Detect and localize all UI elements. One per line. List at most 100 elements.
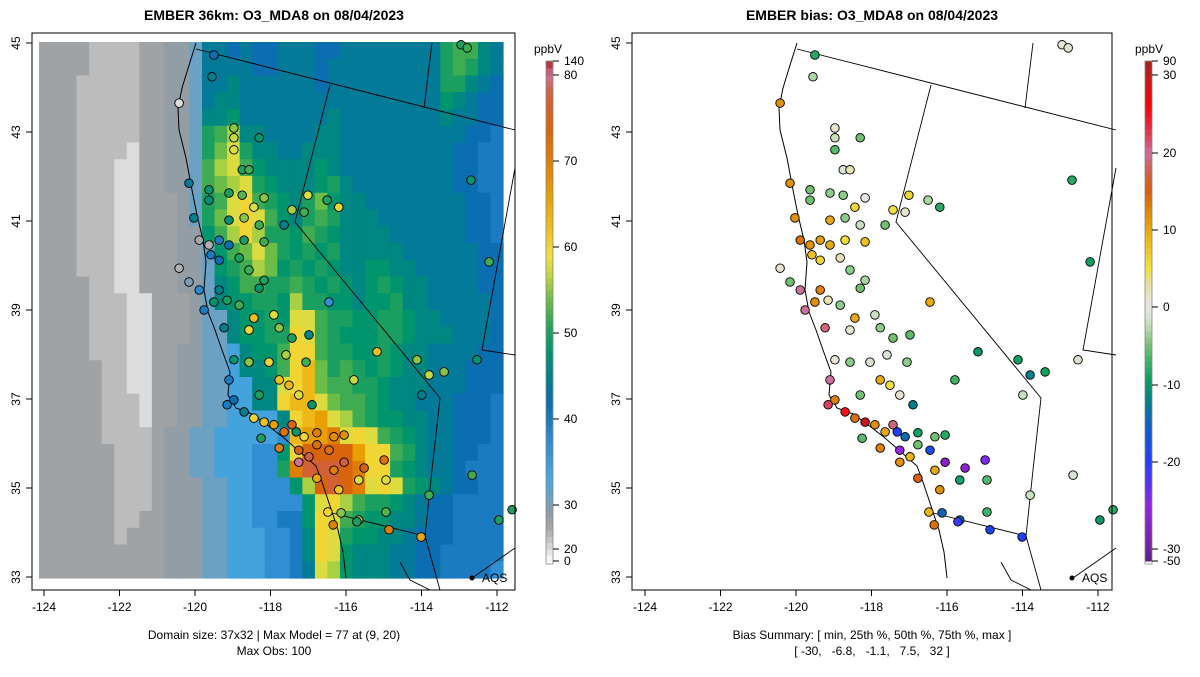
grid-cell bbox=[176, 142, 191, 160]
grid-cell bbox=[264, 176, 278, 194]
grid-cell bbox=[89, 109, 103, 127]
grid-cell bbox=[465, 125, 479, 144]
grid-cell bbox=[452, 92, 466, 110]
colorbar-segment bbox=[1145, 224, 1152, 231]
grid-cell bbox=[477, 544, 492, 562]
grid-cell bbox=[239, 477, 253, 495]
grid-cell bbox=[252, 243, 266, 261]
grid-cell bbox=[239, 561, 253, 579]
grid-cell bbox=[339, 75, 354, 93]
grid-cell bbox=[114, 377, 128, 395]
grid-cell bbox=[39, 259, 53, 278]
grid-cell bbox=[64, 427, 78, 445]
grid-cell bbox=[114, 243, 128, 261]
grid-cell bbox=[477, 159, 492, 177]
grid-cell bbox=[277, 293, 291, 311]
grid-cell bbox=[189, 42, 203, 60]
grid-cell bbox=[377, 209, 391, 227]
grid-cell bbox=[51, 544, 65, 562]
grid-cell bbox=[465, 142, 479, 160]
grid-cell bbox=[64, 159, 78, 177]
grid-cell bbox=[101, 109, 115, 127]
bias-station-marker bbox=[953, 517, 963, 527]
x-tick-label: -120 bbox=[784, 600, 808, 614]
grid-cell bbox=[277, 142, 291, 160]
y-tick-label: 41 bbox=[9, 214, 23, 228]
grid-cell bbox=[252, 92, 266, 110]
grid-cell bbox=[490, 75, 504, 93]
grid-cell bbox=[101, 527, 115, 546]
grid-cell bbox=[126, 561, 140, 579]
grid-cell bbox=[89, 410, 103, 428]
grid-cell bbox=[339, 310, 354, 328]
grid-cell bbox=[126, 192, 140, 211]
grid-cell bbox=[139, 42, 153, 60]
grid-cell bbox=[39, 460, 53, 479]
colorbar-segment bbox=[1145, 373, 1152, 380]
grid-cell bbox=[477, 561, 492, 579]
grid-cell bbox=[377, 427, 391, 445]
bias-station-marker bbox=[785, 277, 795, 287]
grid-cell bbox=[164, 293, 178, 311]
obs-station-marker bbox=[204, 195, 214, 205]
grid-cell bbox=[452, 393, 466, 412]
grid-cell bbox=[139, 259, 153, 278]
grid-cell bbox=[189, 494, 203, 512]
grid-cell bbox=[139, 494, 153, 512]
grid-cell bbox=[427, 343, 441, 361]
grid-cell bbox=[302, 58, 316, 77]
grid-cell bbox=[101, 192, 115, 211]
grid-cell bbox=[302, 477, 316, 495]
grid-cell bbox=[51, 42, 65, 60]
grid-cell bbox=[352, 410, 366, 428]
grid-cell bbox=[252, 494, 266, 512]
grid-cell bbox=[289, 276, 303, 294]
grid-cell bbox=[76, 92, 90, 110]
aqs-label: AQS bbox=[482, 571, 507, 585]
grid-cell bbox=[339, 561, 354, 579]
grid-cell bbox=[76, 192, 90, 211]
bias-station-marker bbox=[825, 375, 835, 385]
grid-cell bbox=[264, 58, 278, 77]
grid-cell bbox=[465, 427, 479, 445]
grid-cell bbox=[189, 326, 203, 345]
colorbar-segment bbox=[1145, 230, 1152, 237]
y-tick-label: 43 bbox=[9, 125, 23, 139]
bias-station-marker bbox=[905, 452, 915, 462]
obs-station-marker bbox=[384, 525, 394, 535]
grid-cell bbox=[51, 377, 65, 395]
grid-cell bbox=[415, 159, 429, 177]
obs-station-marker bbox=[264, 357, 274, 367]
colorbar-tick-label: 30 bbox=[1163, 68, 1177, 82]
bias-station-marker bbox=[808, 72, 818, 82]
colorbar-segment bbox=[546, 333, 553, 340]
grid-cell bbox=[289, 259, 303, 278]
grid-cell bbox=[314, 243, 329, 261]
grid-cell bbox=[327, 42, 341, 60]
grid-cell bbox=[227, 42, 241, 60]
grid-cell bbox=[252, 142, 266, 160]
grid-cell bbox=[289, 226, 303, 244]
grid-cell bbox=[452, 326, 466, 345]
grid-cell bbox=[465, 159, 479, 177]
grid-cell bbox=[252, 527, 266, 546]
grid-cell bbox=[440, 142, 454, 160]
grid-cell bbox=[377, 410, 391, 428]
obs-station-marker bbox=[224, 215, 234, 225]
y-tick-label: 45 bbox=[9, 36, 23, 50]
aqs-marker bbox=[1069, 575, 1075, 581]
grid-cell bbox=[114, 109, 128, 127]
grid-cell bbox=[227, 511, 241, 529]
grid-cell bbox=[126, 360, 140, 378]
colorbar-segment bbox=[546, 455, 553, 463]
grid-cell bbox=[465, 293, 479, 311]
grid-cell bbox=[51, 427, 65, 445]
grid-cell bbox=[440, 527, 454, 546]
grid-cell bbox=[151, 377, 165, 395]
colorbar-segment bbox=[546, 130, 553, 137]
grid-cell bbox=[189, 310, 203, 328]
grid-cell bbox=[202, 393, 216, 412]
grid-cell bbox=[64, 259, 78, 278]
grid-cell bbox=[440, 209, 454, 227]
grid-cell bbox=[76, 360, 90, 378]
